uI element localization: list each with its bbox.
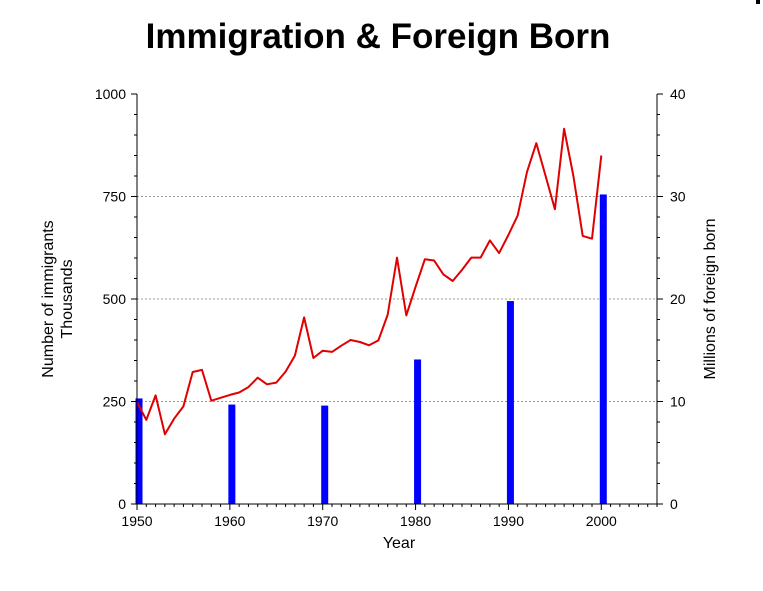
axis-layer: [131, 93, 663, 510]
left-tick-label-0: 0: [118, 496, 126, 512]
bar-1960: [228, 404, 236, 504]
line-layer: [136, 127, 603, 436]
left-axis-label: Number of immigrants Thousands: [40, 220, 76, 377]
right-tick-label-20: 20: [670, 291, 686, 307]
left-tick-label-750: 750: [103, 189, 127, 205]
x-tick-label-1990: 1990: [493, 513, 524, 529]
bar-1970: [321, 405, 329, 504]
immigrants-line: [136, 127, 603, 436]
x-tick-label-1980: 1980: [400, 513, 431, 529]
corner-mark: [756, 0, 760, 4]
x-tick-label-2000: 2000: [586, 513, 617, 529]
bar-1990: [506, 301, 514, 504]
left-tick-label-500: 500: [103, 291, 127, 307]
x-axis-label: Year: [383, 535, 416, 552]
x-tick-label-1950: 1950: [121, 513, 152, 529]
x-tick-label-1960: 1960: [214, 513, 245, 529]
grid-layer: [137, 196, 657, 402]
right-axis-label: Millions of foreign born: [702, 219, 719, 380]
right-tick-label-30: 30: [670, 189, 686, 205]
bar-1950: [135, 398, 143, 504]
left-tick-label-1000: 1000: [95, 86, 126, 102]
x-tick-label-1970: 1970: [307, 513, 338, 529]
left-axis-label-line2: Thousands: [59, 259, 76, 338]
right-axis-label-text: Millions of foreign born: [702, 219, 719, 380]
bar-1980: [414, 359, 422, 504]
chart-title: Immigration & Foreign Born: [146, 17, 611, 56]
bar-layer: [135, 194, 607, 504]
right-tick-label-0: 0: [670, 496, 678, 512]
right-tick-label-40: 40: [670, 86, 686, 102]
bar-2000: [599, 194, 607, 504]
left-tick-label-250: 250: [103, 394, 127, 410]
tick-label-layer: 0 250 500 750 1000 0 10 20 30 40 1950 1960 1970 1980 1…: [95, 86, 686, 529]
right-tick-label-10: 10: [670, 394, 686, 410]
left-axis-label-line1: Number of immigrants: [40, 220, 57, 377]
